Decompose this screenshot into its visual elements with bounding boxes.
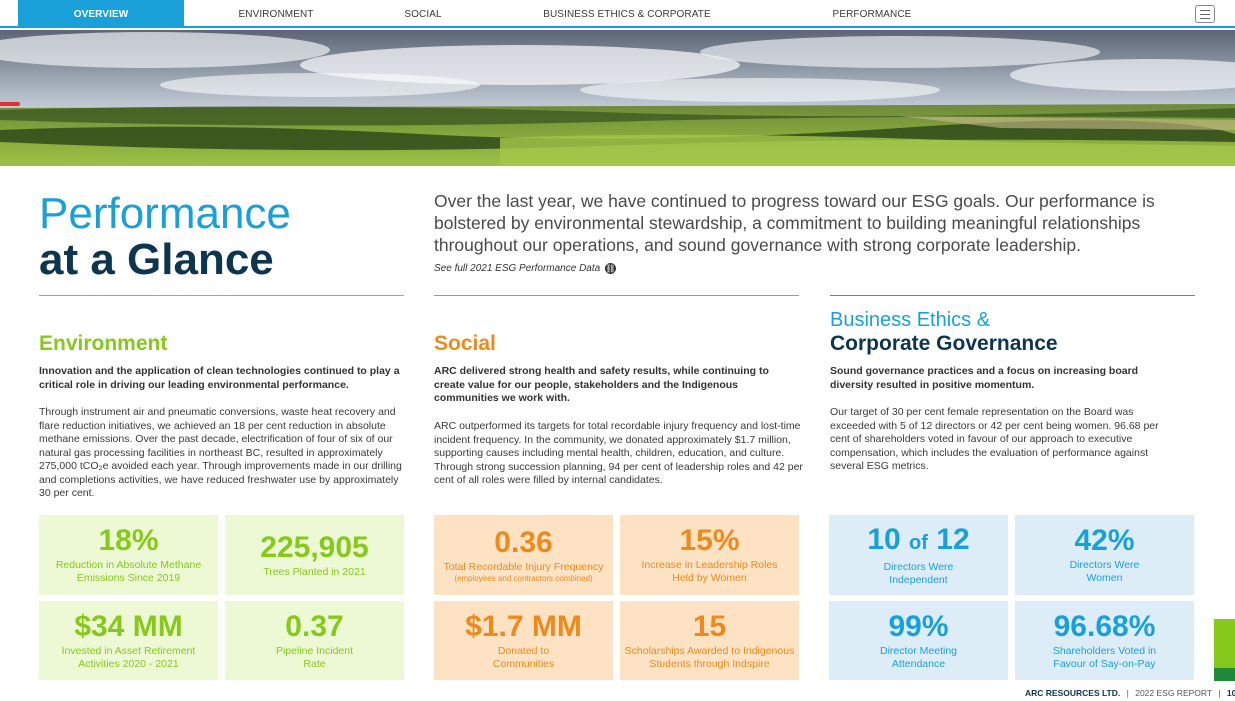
governance-heading-light: Business Ethics &: [830, 309, 991, 331]
stat-label: Pipeline Incident Rate: [275, 644, 354, 670]
stat-tile-pipeline: 0.37 Pipeline Incident Rate: [225, 601, 404, 680]
social-heading: Social: [434, 332, 496, 355]
footer-company: ARC RESOURCES LTD.: [1025, 688, 1121, 698]
environment-heading: Environment: [39, 332, 168, 355]
stat-value: 10 of 12: [867, 522, 970, 559]
stat-tile-trees: 225,905 Trees Planted in 2021: [225, 515, 404, 595]
stat-label: Invested in Asset Retirement Activities …: [61, 644, 196, 670]
stat-value-of: of: [909, 531, 928, 554]
environment-body: Through instrument air and pneumatic con…: [39, 406, 402, 499]
governance-divider: [830, 295, 1195, 296]
stat-value: $34 MM: [74, 609, 183, 643]
governance-body: Our target of 30 per cent female represe…: [830, 406, 1159, 472]
footer-page-number: 10: [1226, 688, 1235, 698]
stat-tile-scholarships: 15 Scholarships Awarded to Indigenous St…: [620, 601, 799, 680]
stat-label: Scholarships Awarded to Indigenous Stude…: [624, 644, 795, 670]
intro-paragraph: Over the last year, we have continued to…: [434, 191, 1155, 255]
top-nav: OVERVIEW ENVIRONMENT SOCIAL BUSINESS ETH…: [0, 0, 1235, 50]
hero-accent-marker: [0, 102, 20, 106]
nav-tab-performance[interactable]: PERFORMANCE: [832, 9, 912, 20]
stat-label: Increase in Leadership Roles Held by Wom…: [641, 559, 778, 584]
hero-landscape-image: [0, 30, 1235, 166]
environment-divider: [39, 295, 404, 296]
stat-label: Donated to Communities: [492, 644, 555, 670]
stat-tile-donations: $1.7 MM Donated to Communities: [434, 601, 613, 680]
stat-label: Directors Were Independent: [883, 560, 954, 586]
stat-value: 15%: [679, 524, 740, 557]
stat-value-part-b: 12: [936, 522, 970, 556]
footer-separator: |: [1126, 688, 1129, 698]
stat-tile-women-directors: 42% Directors Were Women: [1015, 515, 1194, 595]
stat-tile-methane: 18% Reduction in Absolute Methane Emissi…: [39, 515, 218, 595]
see-full-data-link[interactable]: See full 2021 ESG Performance Data ⛓: [434, 263, 616, 274]
stat-tile-independent-directors: 10 of 12 Directors Were Independent: [829, 515, 1008, 595]
social-body: ARC outperformed its targets for total r…: [434, 420, 803, 486]
page-title-light: Performance: [39, 189, 291, 238]
nav-tab-business-ethics[interactable]: BUSINESS ETHICS & CORPORATE GOVERNANCE: [543, 9, 711, 50]
stat-value: 0.37: [285, 609, 344, 643]
stat-label: Directors Were Women: [1069, 559, 1140, 584]
stat-label: Director Meeting Attendance: [879, 644, 958, 670]
hamburger-menu-icon[interactable]: [1195, 5, 1215, 23]
section-indicator-bar-dark: [1214, 668, 1235, 681]
footer-report: 2022 ESG REPORT: [1135, 688, 1212, 698]
stat-value: 96.68%: [1053, 609, 1156, 643]
stat-label: Total Recordable Injury Frequency: [443, 560, 604, 573]
stat-label: Shareholders Voted in Favour of Say-on-P…: [1052, 644, 1157, 670]
stat-label: Trees Planted in 2021: [263, 565, 366, 578]
stat-sublabel: (employees and contractors combined): [454, 573, 593, 583]
footer-separator: |: [1218, 688, 1221, 698]
stat-value: 42%: [1074, 524, 1135, 557]
environment-lead: Innovation and the application of clean …: [39, 365, 400, 391]
link-icon[interactable]: ⛓: [604, 263, 616, 274]
stat-tile-injury-frequency: 0.36 Total Recordable Injury Frequency (…: [434, 515, 613, 595]
stat-label: Reduction in Absolute Methane Emissions …: [55, 559, 202, 584]
see-full-data-label[interactable]: See full 2021 ESG Performance Data: [434, 263, 601, 275]
governance-lead: Sound governance practices and a focus o…: [830, 365, 1139, 391]
section-indicator-bar: [1214, 619, 1235, 668]
stat-value: 99%: [888, 609, 949, 643]
nav-tab-environment[interactable]: ENVIRONMENT: [238, 9, 314, 20]
stat-tile-say-on-pay: 96.68% Shareholders Voted in Favour of S…: [1015, 601, 1194, 680]
nav-tab-overview[interactable]: OVERVIEW: [18, 0, 184, 28]
stat-tile-leadership-women: 15% Increase in Leadership Roles Held by…: [620, 515, 799, 595]
stat-value: $1.7 MM: [465, 609, 582, 643]
stat-tile-asset-retirement: $34 MM Invested in Asset Retirement Acti…: [39, 601, 218, 680]
social-divider: [434, 295, 799, 296]
page-title-bold: at a Glance: [39, 235, 274, 284]
stat-value: 15: [692, 609, 727, 643]
governance-heading-bold: Corporate Governance: [830, 332, 1058, 355]
stat-value-part-a: 10: [867, 522, 901, 556]
page-footer: ARC RESOURCES LTD. | 2022 ESG REPORT | 1…: [1025, 688, 1235, 698]
social-lead: ARC delivered strong health and safety r…: [434, 365, 769, 404]
governance-heading: Business Ethics & Corporate Governance: [830, 308, 1058, 356]
stat-value: 18%: [98, 524, 159, 557]
stat-value: 0.36: [494, 525, 553, 559]
stat-tile-meeting-attendance: 99% Director Meeting Attendance: [829, 601, 1008, 680]
nav-tab-social[interactable]: SOCIAL: [404, 9, 442, 20]
stat-value: 225,905: [260, 530, 369, 564]
